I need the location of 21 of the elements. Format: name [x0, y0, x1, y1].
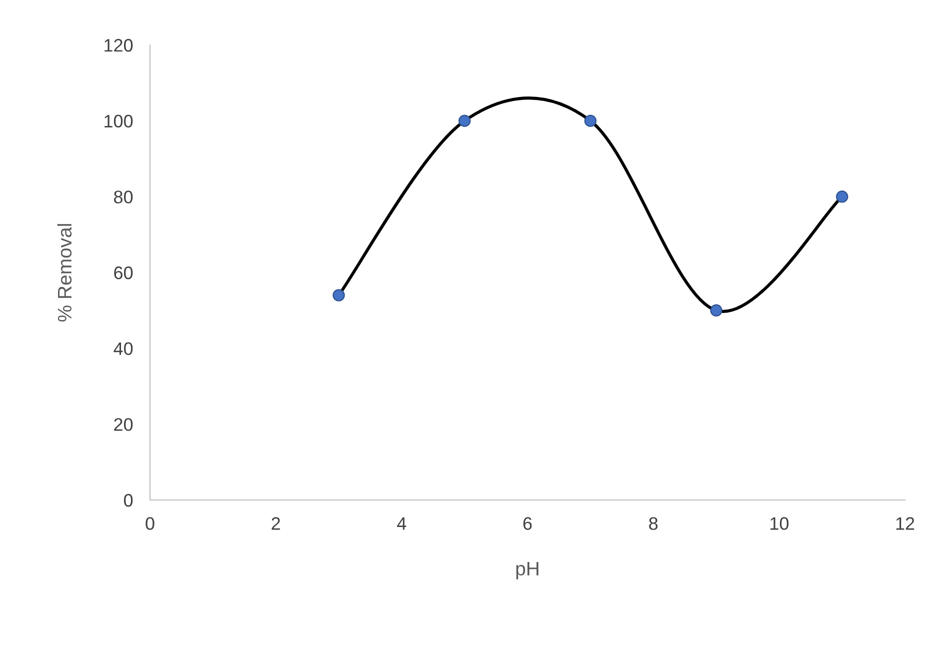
point — [332, 289, 345, 302]
point — [836, 190, 848, 203]
x-tick-label: 10 — [770, 517, 789, 530]
point — [458, 114, 471, 127]
y-tick-label: 80 — [114, 190, 133, 204]
y-tick-label: 40 — [114, 342, 133, 356]
x-tick-label: 4 — [397, 517, 406, 530]
point — [584, 114, 597, 127]
y-tick-label: 20 — [114, 418, 133, 431]
x-tick-label: 2 — [272, 517, 280, 530]
y-tick-label: 100 — [104, 114, 133, 128]
y-axis-title: % Removal — [57, 224, 72, 322]
y-tick-label: 60 — [114, 266, 133, 280]
x-tick-label: 6 — [523, 517, 532, 530]
y-tick-label: 0 — [124, 494, 133, 507]
x-axis-title: pH — [516, 562, 538, 580]
x-tick-label: 8 — [649, 517, 658, 530]
x-tick-label: 12 — [896, 517, 914, 530]
x-tick-label: 0 — [146, 517, 154, 530]
y-tick-label: 120 — [104, 38, 133, 52]
point — [710, 304, 722, 317]
